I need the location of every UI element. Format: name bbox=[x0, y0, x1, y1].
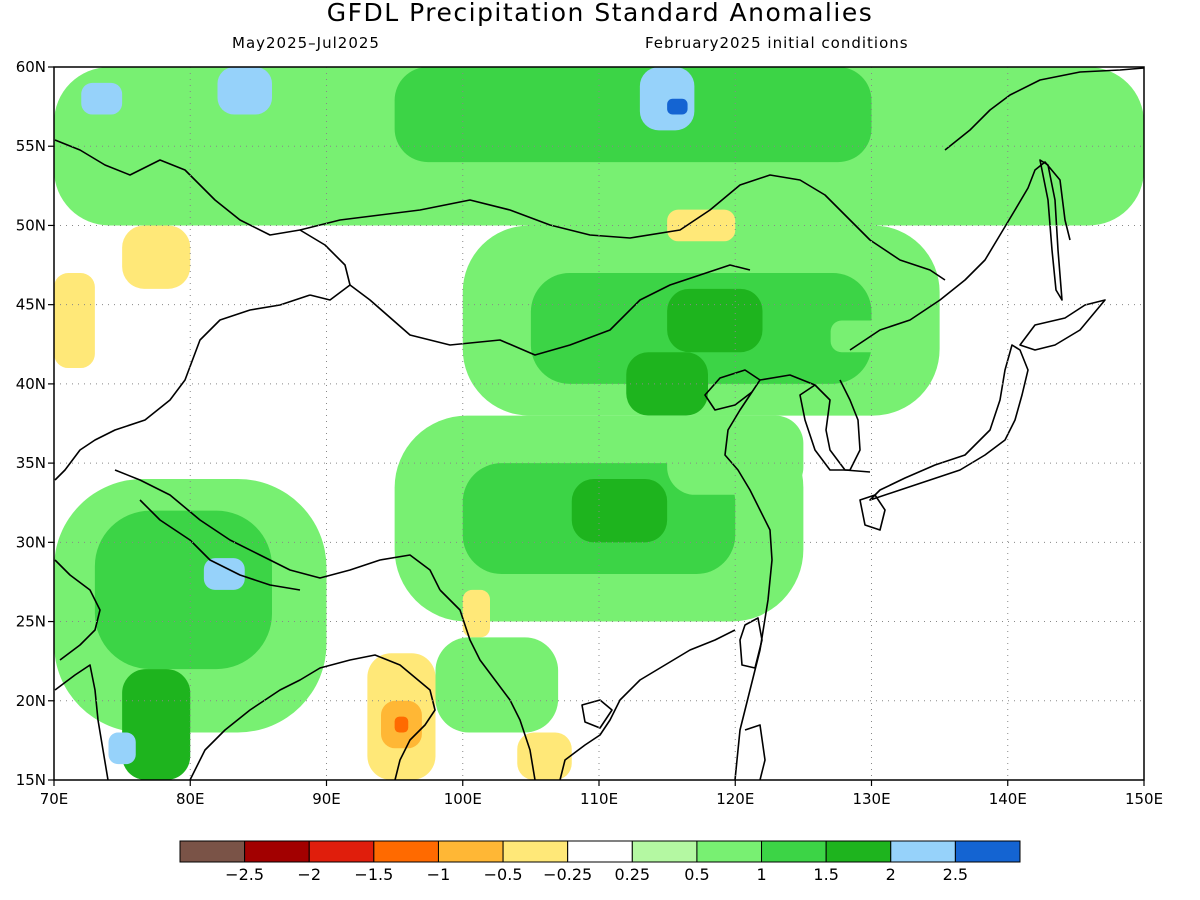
anomaly-region bbox=[667, 415, 804, 495]
anomaly-region bbox=[639, 67, 695, 131]
colorbar-label: −0.5 bbox=[484, 865, 523, 884]
colorbar-swatch bbox=[696, 840, 763, 863]
anomaly-region bbox=[81, 82, 123, 115]
luzon bbox=[744, 724, 766, 781]
anomaly-region bbox=[394, 716, 409, 733]
colorbar: −2.5 −2 −1.5 −1 −0.5 −0.25 0.25 0.5 1 1.5 2 2.5 bbox=[179, 840, 1021, 884]
mongolia-border bbox=[299, 174, 946, 281]
lon-label: 110E bbox=[580, 790, 618, 808]
colorbar-label: −1 bbox=[427, 865, 451, 884]
anomaly-region bbox=[217, 67, 272, 115]
anomaly-region bbox=[571, 478, 668, 543]
colorbar-swatch bbox=[308, 840, 375, 863]
lat-label: 20N bbox=[16, 692, 46, 710]
anomaly-region bbox=[830, 320, 886, 353]
colorbar-swatch bbox=[373, 840, 439, 863]
korea-peninsula bbox=[799, 379, 861, 471]
colorbar-swatch bbox=[890, 840, 956, 863]
india-west-coast bbox=[54, 664, 109, 781]
lat-label: 35N bbox=[16, 454, 46, 472]
lon-label: 90E bbox=[312, 790, 341, 808]
colorbar-swatch bbox=[761, 840, 827, 863]
anomaly-region bbox=[54, 272, 95, 369]
anomaly-region bbox=[462, 589, 490, 638]
anomaly-region bbox=[394, 67, 872, 163]
lon-label: 70E bbox=[40, 790, 69, 808]
japan-honshu bbox=[869, 344, 1029, 501]
colorbar-label: 1.5 bbox=[813, 865, 838, 884]
lat-label: 60N bbox=[16, 58, 46, 76]
lon-label: 150E bbox=[1125, 790, 1163, 808]
colorbar-swatch bbox=[954, 840, 1021, 863]
lon-label: 80E bbox=[176, 790, 205, 808]
anomaly-region bbox=[122, 225, 191, 289]
japan-kyushu bbox=[859, 494, 886, 531]
lat-label: 55N bbox=[16, 137, 46, 155]
bohai-coast bbox=[704, 369, 761, 411]
colorbar-swatch bbox=[437, 840, 504, 863]
lon-label: 120E bbox=[716, 790, 754, 808]
colorbar-swatch bbox=[502, 840, 569, 863]
lat-label: 45N bbox=[16, 296, 46, 314]
anomaly-region bbox=[667, 98, 688, 115]
anomaly-region bbox=[667, 209, 736, 242]
lon-label: 140E bbox=[989, 790, 1027, 808]
coastline-layer bbox=[54, 67, 1145, 781]
graticule-layer bbox=[54, 67, 1144, 780]
axis-ticks bbox=[48, 66, 1145, 786]
mongolia-south-border bbox=[349, 264, 751, 356]
forecast-period: May2025–Jul2025 bbox=[232, 34, 380, 52]
colorbar-label: 2 bbox=[886, 865, 896, 884]
colorbar-swatch bbox=[567, 840, 633, 863]
lat-label: 30N bbox=[16, 533, 46, 551]
anomaly-region bbox=[203, 558, 245, 590]
bay-of-bengal-coast bbox=[189, 654, 436, 781]
initial-conditions: February2025 initial conditions bbox=[645, 34, 909, 52]
kazakh-border bbox=[54, 139, 351, 301]
anomaly-fill-layer bbox=[54, 67, 1144, 780]
colorbar-swatch bbox=[825, 840, 892, 863]
lat-label: 40N bbox=[16, 375, 46, 393]
okhotsk-coast bbox=[944, 67, 1145, 151]
hainan bbox=[581, 699, 613, 729]
himalaya-border bbox=[114, 469, 441, 591]
anomaly-region bbox=[108, 732, 136, 765]
colorbar-label: −2 bbox=[297, 865, 321, 884]
sakhalin bbox=[1039, 159, 1063, 301]
indochina-coast bbox=[559, 629, 736, 781]
anomaly-region bbox=[626, 352, 708, 416]
anomaly-region bbox=[94, 510, 272, 670]
anomaly-region bbox=[667, 288, 763, 353]
lon-label: 130E bbox=[852, 790, 890, 808]
pakistan-border bbox=[54, 559, 101, 661]
colorbar-label: −1.5 bbox=[354, 865, 393, 884]
anomaly-region bbox=[517, 732, 572, 780]
anomaly-region bbox=[122, 669, 191, 780]
myanmar-border bbox=[439, 589, 536, 781]
colorbar-label: −0.25 bbox=[543, 865, 592, 884]
colorbar-swatch bbox=[631, 840, 698, 863]
colorbar-label: 0.25 bbox=[614, 865, 650, 884]
map-title: GFDL Precipitation Standard Anomalies bbox=[326, 0, 874, 27]
axis-labels: 70E 80E 90E 100E 110E 120E 130E 140E 150E 60N 55N 5… bbox=[16, 58, 1163, 808]
lon-label: 100E bbox=[444, 790, 482, 808]
china-west-border bbox=[54, 294, 311, 481]
colorbar-label: 1 bbox=[756, 865, 766, 884]
colorbar-label: 0.5 bbox=[684, 865, 709, 884]
china-east-coast bbox=[724, 374, 871, 781]
japan-hokkaido bbox=[1019, 299, 1106, 351]
colorbar-swatch bbox=[244, 840, 310, 863]
taiwan bbox=[739, 617, 763, 669]
anomaly-region bbox=[435, 637, 559, 733]
lat-label: 15N bbox=[16, 771, 46, 789]
colorbar-label: 2.5 bbox=[943, 865, 968, 884]
russia-far-east-coast bbox=[849, 161, 1071, 351]
colorbar-label: −2.5 bbox=[225, 865, 264, 884]
lat-label: 25N bbox=[16, 613, 46, 631]
lat-label: 50N bbox=[16, 216, 46, 234]
colorbar-swatch bbox=[179, 840, 246, 863]
india-nepal-border bbox=[139, 499, 301, 591]
